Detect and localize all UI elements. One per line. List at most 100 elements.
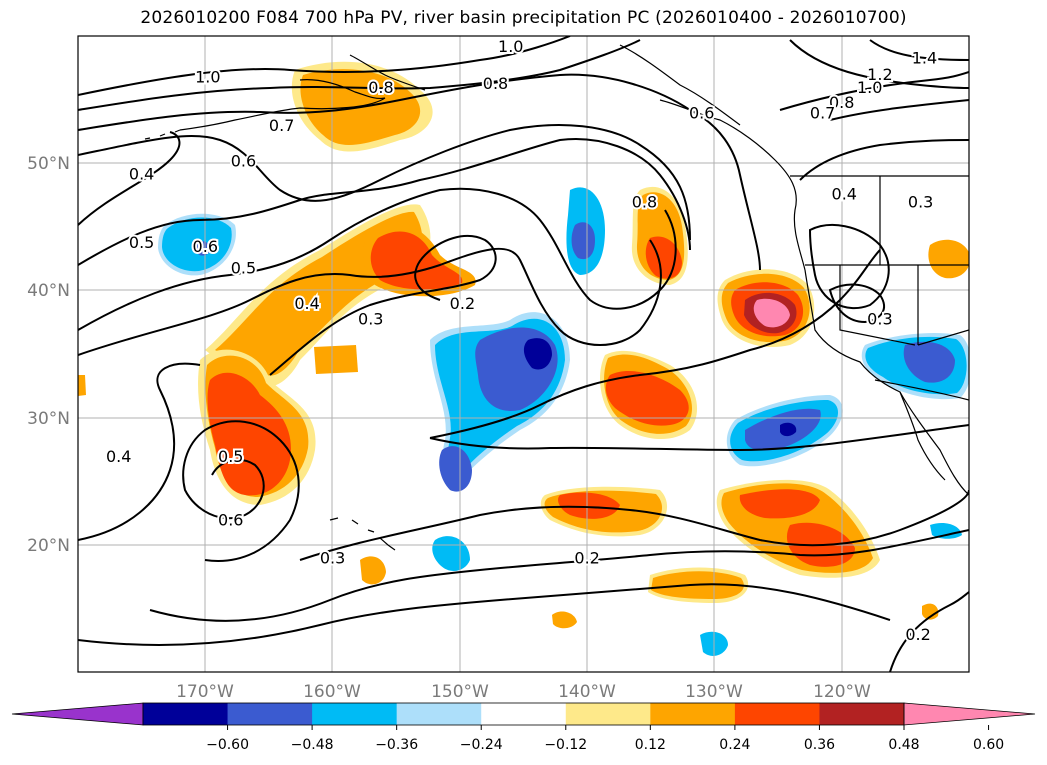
pv-contour [78, 73, 761, 271]
precip-patch [360, 556, 386, 585]
colorbar-extend-low [11, 702, 144, 726]
colorbar-swatch [312, 703, 398, 725]
lon-tick-label: 130°W [685, 682, 743, 702]
precip-patch [922, 603, 939, 620]
pv-contour-label: 0.5 [231, 259, 256, 278]
pv-contour-label: 0.3 [908, 192, 933, 211]
precip-patch [207, 372, 291, 496]
us-mexico-border [874, 379, 969, 401]
pv-contour [78, 362, 201, 541]
pv-contour [78, 36, 571, 96]
colorbar-label: −0.24 [460, 737, 503, 753]
precip-patch [753, 298, 790, 328]
pv-contour [808, 224, 890, 310]
map-frame [77, 35, 970, 673]
precip-patch [930, 523, 962, 539]
pv-contour-label: 1.2 [867, 65, 892, 84]
pv-contour [429, 249, 881, 439]
colorbar-label: −0.48 [291, 737, 334, 753]
pv-contour-label: 0.5 [218, 447, 243, 466]
pv-contour-label: 1.0 [195, 68, 220, 87]
pv-contour-label: 0.2 [450, 294, 475, 313]
colorbar-swatch [819, 703, 905, 725]
map-title: 2026010200 F084 700 hPa PV, river basin … [140, 8, 907, 28]
pv-contour-label: 0.5 [129, 233, 154, 252]
precip-patch [928, 239, 969, 279]
pv-contours [78, 36, 969, 672]
precip-anomaly-fields [78, 61, 969, 656]
colorbar-swatch [565, 703, 651, 725]
pv-contour-label: 0.8 [632, 192, 657, 211]
pv-contour-label: 0.6 [231, 152, 256, 171]
lon-tick-label: 120°W [813, 682, 871, 702]
pv-contour-label: 0.4 [129, 164, 154, 183]
pv-contour [799, 139, 969, 181]
precip-patch [314, 345, 358, 374]
pv-contour-label: 0.8 [368, 78, 393, 97]
colorbar-label: 0.48 [888, 737, 919, 753]
pv-contour [269, 235, 497, 376]
state-border [805, 176, 969, 346]
pv-contour [889, 591, 969, 672]
pv-contour-label: 0.4 [832, 185, 857, 204]
lon-tick-label: 140°W [558, 682, 616, 702]
precip-patch [558, 492, 620, 519]
colorbar-label: 0.24 [719, 737, 750, 753]
pv-contour [78, 583, 891, 646]
lat-axis-labels: 50°N 40°N 30°N 20°N [27, 154, 70, 556]
pv-contour-label: 0.2 [574, 549, 599, 568]
lat-tick-label: 20°N [27, 536, 70, 556]
pv-contour-label: 0.4 [106, 447, 131, 466]
pv-contour-label: 0.8 [829, 93, 854, 112]
precip-patch [571, 222, 595, 260]
colorbar-swatch [227, 703, 313, 725]
colorbar-swatch [650, 703, 736, 725]
bc-coast [659, 99, 806, 271]
colorbar-swatch [143, 703, 229, 725]
pv-contour [182, 420, 300, 562]
alaska-coast [179, 79, 386, 131]
colorbar-label: −0.36 [375, 737, 418, 753]
pv-contour [78, 124, 691, 241]
pv-contour [869, 39, 969, 61]
colorbar-swatch [734, 703, 820, 725]
pv-contour [429, 424, 969, 452]
pv-contour-label: 0.6 [193, 237, 218, 256]
colorbar-label: 0.60 [973, 737, 1004, 753]
pv-contour [78, 138, 691, 266]
pv-contour [78, 131, 181, 226]
alaska-coast [349, 44, 741, 126]
pv-contour-label: 0.7 [810, 103, 835, 122]
colorbar-swatch [481, 703, 567, 725]
lon-tick-label: 160°W [303, 682, 361, 702]
pv-contour-label: 0.6 [689, 103, 714, 122]
colorbar: −0.60 −0.48 −0.36 −0.24 −0.12 0.12 0.24 0.36 0.4… [11, 702, 1036, 753]
lat-tick-label: 30°N [27, 409, 70, 429]
pv-contour [789, 39, 969, 89]
precip-patch [523, 338, 552, 370]
pv-contour-label: 0.6 [218, 510, 243, 529]
pv-contour [78, 39, 641, 111]
pv-contour-label: 0.2 [905, 625, 930, 644]
colorbar-extend-high [903, 702, 1036, 726]
pv-contour-label: 0.7 [269, 116, 294, 135]
precip-patch [739, 489, 820, 519]
lat-tick-label: 40°N [27, 281, 70, 301]
pv-contour [149, 529, 969, 622]
precip-patch [78, 375, 86, 396]
pv-contour [78, 187, 677, 331]
pv-contour-label: 0.8 [483, 74, 508, 93]
precip-patch [439, 446, 472, 492]
colorbar-outline [142, 702, 905, 726]
pv-contour-label: 1.4 [912, 49, 937, 68]
colorbar-label: 0.12 [635, 737, 666, 753]
lon-tick-label: 170°W [176, 682, 234, 702]
pv-contour-label: 1.0 [857, 78, 882, 97]
precip-patch [605, 370, 689, 426]
pv-contour [779, 71, 969, 111]
coastlines [144, 44, 969, 551]
colorbar-label: 0.36 [804, 737, 835, 753]
aleutians [144, 129, 181, 140]
precip-patch [903, 341, 955, 383]
